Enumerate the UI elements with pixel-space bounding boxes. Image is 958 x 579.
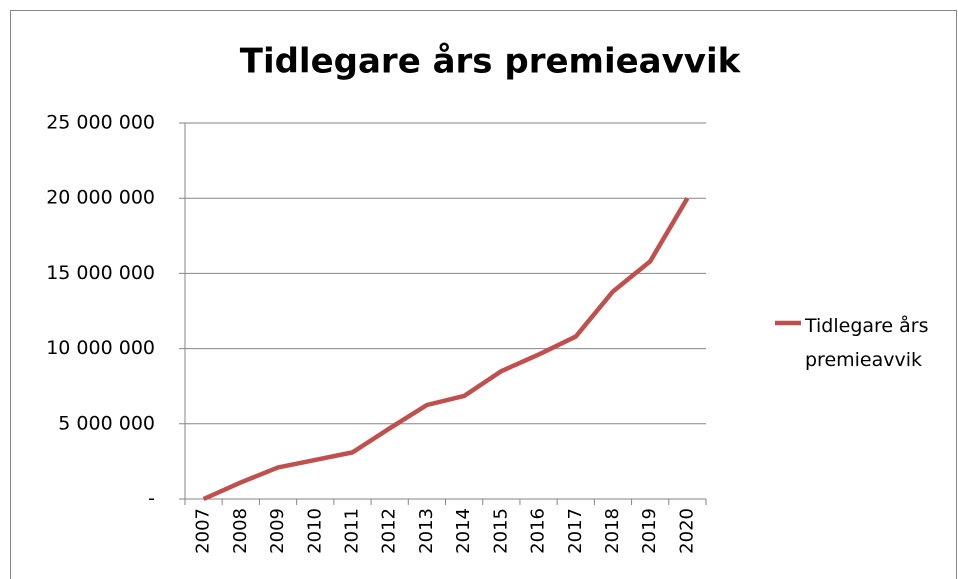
chart-frame [10,10,957,579]
x-tick-label: 2014 [453,508,474,554]
x-tick-label: 2015 [490,508,511,554]
x-tick-label: 2018 [602,508,623,554]
y-tick-label: 20 000 000 [46,187,155,209]
line-series [202,197,690,502]
x-tick-label: 2010 [304,508,325,554]
y-tick-label: - [148,488,155,510]
x-tick-label: 2013 [416,508,437,554]
y-tick-label: 5 000 000 [58,412,155,434]
x-tick-label: 2020 [676,508,697,554]
x-tick-label: 2019 [639,508,660,554]
x-tick-label: 2008 [230,508,251,554]
x-tick-label: 2011 [341,508,362,554]
x-tick-label: 2016 [528,508,549,554]
x-tick-label: 2017 [565,508,586,554]
y-tick-label: 25 000 000 [46,112,155,134]
chart-title: Tidlegare års premieavvik [240,42,742,82]
x-tick-label: 2007 [193,508,214,554]
x-tick-label: 2009 [267,508,288,554]
y-tick-label: 10 000 000 [46,337,155,359]
x-tick-label: 2012 [379,508,400,554]
y-tick-label: 15 000 000 [46,262,155,284]
legend-label: Tidlegare års premieavvik [805,315,929,371]
